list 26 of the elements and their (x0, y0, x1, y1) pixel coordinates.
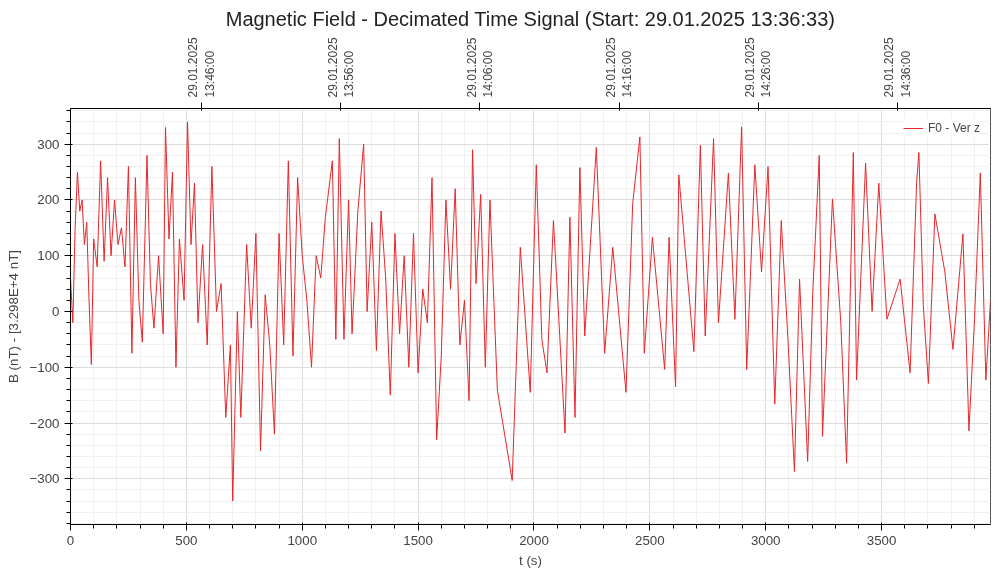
line-series (70, 121, 991, 502)
y-axis-title: B (nT) - [3.298E+4 nT] (6, 250, 22, 383)
x2-tick-label: 29.01.2025 13:46:00 (186, 37, 218, 98)
x-tick-label: 1000 (287, 532, 318, 548)
y-tick-label: 300 (37, 136, 60, 152)
x-tick-label: 1500 (403, 532, 433, 548)
x2-tick-label: 29.01.2025 13:56:00 (325, 37, 357, 98)
y-tick-label: 0 (52, 303, 60, 319)
x-tick-label: 500 (175, 532, 198, 548)
y-tick-label: 200 (37, 192, 60, 208)
x2-tick-label: 29.01.2025 14:16:00 (603, 37, 635, 98)
x2-tick-label: 29.01.2025 14:26:00 (742, 37, 774, 98)
y-tick-label: 100 (37, 248, 60, 264)
x2-tick-label: 29.01.2025 14:36:00 (881, 37, 913, 98)
y-tick-label: −100 (29, 359, 60, 375)
y-tick-label: −300 (29, 471, 60, 487)
chart-title: Magnetic Field - Decimated Time Signal (Start: 29.01.2025 13:36:33) (225, 7, 835, 30)
x-tick-label: 0 (66, 532, 75, 548)
legend-label: F0 - Ver z (927, 121, 980, 135)
x-axis-title: t (s) (519, 552, 542, 568)
x-tick-label: 2500 (635, 532, 665, 548)
x-tick-label: 3000 (750, 532, 781, 548)
x2-tick-label: 29.01.2025 14:06:00 (464, 37, 496, 98)
x-tick-label: 2000 (519, 532, 549, 548)
y-tick-label: −200 (29, 415, 60, 431)
x-tick-label: 3500 (866, 532, 897, 548)
